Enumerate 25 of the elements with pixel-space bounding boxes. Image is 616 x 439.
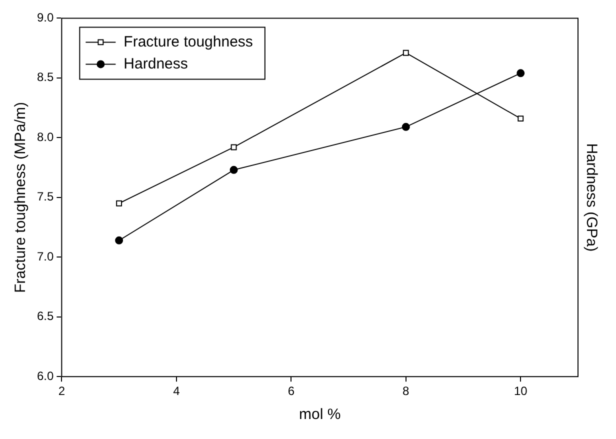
point bbox=[116, 200, 122, 206]
y2-axis-title: Hardness (GPa) bbox=[582, 143, 600, 252]
legend-label: Hardness bbox=[124, 55, 188, 72]
y-tick-label: 7.0 bbox=[36, 249, 54, 264]
x-tick-label: 6 bbox=[288, 384, 295, 398]
point bbox=[230, 144, 237, 150]
x-tick-label: 10 bbox=[514, 384, 528, 398]
y-tick-label: 9.0 bbox=[36, 10, 54, 25]
point bbox=[402, 122, 410, 131]
y-tick-label: 8.5 bbox=[36, 70, 54, 84]
y-axis-title: Fracture toughness (MPa/m) bbox=[12, 102, 30, 293]
point bbox=[115, 236, 124, 244]
point bbox=[516, 69, 525, 78]
y-tick-label: 6.0 bbox=[36, 368, 54, 383]
x-axis-title: mol % bbox=[298, 406, 341, 424]
x-tick-label: 4 bbox=[173, 384, 180, 398]
x-tick-label: 2 bbox=[58, 384, 66, 398]
point bbox=[230, 166, 238, 174]
point bbox=[518, 116, 524, 122]
y-tick-label: 8.0 bbox=[36, 130, 54, 144]
legend-label: Fracture toughness bbox=[124, 33, 253, 50]
point bbox=[402, 50, 409, 56]
x-tick-label: 8 bbox=[402, 384, 410, 398]
y-tick-label: 6.5 bbox=[36, 309, 54, 324]
y-tick-label: 7.5 bbox=[36, 190, 54, 204]
